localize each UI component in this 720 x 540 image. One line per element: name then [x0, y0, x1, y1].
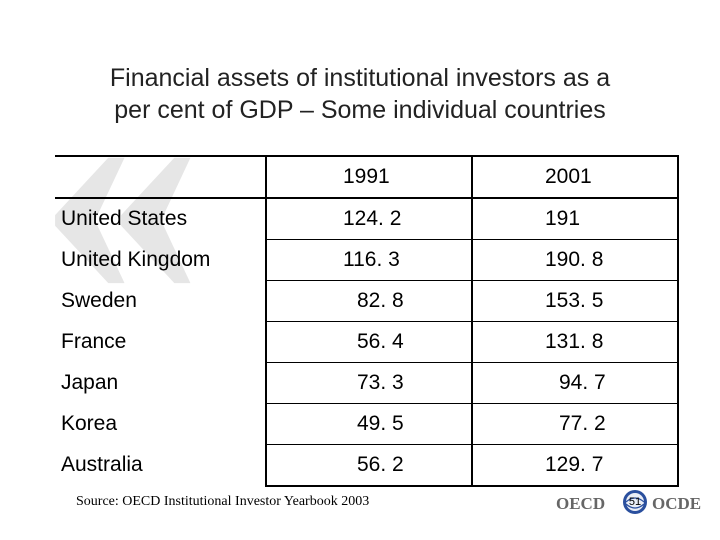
value-2001-cell: 129. 7 — [471, 444, 679, 487]
value-1991-cell: 73. 3 — [265, 362, 473, 404]
table-row: Sweden 82. 8 153. 5 — [55, 280, 679, 322]
value-1991: 124. 2 — [343, 207, 402, 230]
header-2001-label: 2001 — [545, 165, 592, 188]
value-1991-cell: 56. 2 — [265, 444, 473, 487]
value-2001-cell: 77. 2 — [471, 403, 679, 445]
country-cell: United Kingdom — [61, 248, 211, 271]
logo-text-right: OCDE — [652, 494, 702, 513]
value-1991-cell: 124. 2 — [265, 197, 473, 240]
country-cell: France — [61, 330, 127, 353]
header-2001: 2001 — [471, 155, 679, 199]
value-2001: 191 — [545, 207, 581, 230]
value-1991: 116. 3 — [343, 248, 400, 271]
value-2001: 131. 8 — [545, 330, 604, 353]
country-cell: Japan — [61, 371, 119, 394]
value-1991: 49. 5 — [357, 412, 404, 435]
value-1991-cell: 82. 8 — [265, 280, 473, 322]
oecd-logo: OECD 51 OCDE — [556, 486, 706, 520]
source-note: Source: OECD Institutional Investor Year… — [76, 494, 370, 509]
slide-title: Financial assets of institutional invest… — [0, 62, 720, 126]
value-1991: 82. 8 — [357, 289, 404, 312]
value-1991: 56. 2 — [357, 453, 404, 476]
title-line-1: Financial assets of institutional invest… — [109, 64, 611, 92]
value-1991-cell: 56. 4 — [265, 321, 473, 363]
value-2001-cell: 153. 5 — [471, 280, 679, 322]
value-1991-cell: 49. 5 — [265, 403, 473, 445]
value-2001-cell: 94. 7 — [471, 362, 679, 404]
table-row: France 56. 4 131. 8 — [55, 321, 679, 363]
assets-table: 1991 2001 United States 124. 2 191 Unite… — [55, 155, 679, 487]
header-1991-label: 1991 — [343, 165, 390, 188]
table-row: Australia 56. 2 129. 7 — [55, 444, 679, 487]
value-2001-cell: 131. 8 — [471, 321, 679, 363]
country-cell: United States — [61, 207, 188, 231]
value-2001: 94. 7 — [559, 371, 606, 394]
table-row: Korea 49. 5 77. 2 — [55, 403, 679, 445]
value-1991-cell: 116. 3 — [265, 239, 473, 281]
value-2001-cell: 190. 8 — [471, 239, 679, 281]
table-row: United States 124. 2 191 — [55, 197, 679, 240]
country-cell: Sweden — [61, 289, 137, 312]
header-1991: 1991 — [265, 155, 473, 199]
title-line-2: per cent of GDP – Some individual countr… — [114, 96, 606, 124]
table-row: Japan 73. 3 94. 7 — [55, 362, 679, 404]
value-2001: 77. 2 — [559, 412, 606, 435]
value-2001: 190. 8 — [545, 248, 604, 271]
header-country — [55, 155, 266, 199]
value-2001: 153. 5 — [545, 289, 604, 312]
globe-icon — [623, 490, 647, 514]
value-2001-cell: 191 — [471, 197, 679, 240]
country-cell: Australia — [61, 453, 143, 477]
table-header-row: 1991 2001 — [55, 155, 679, 199]
value-2001: 129. 7 — [545, 453, 604, 476]
table-row: United Kingdom 116. 3 190. 8 — [55, 239, 679, 281]
country-cell: Korea — [61, 412, 118, 435]
page-number: 51 — [628, 496, 642, 508]
logo-text-left: OECD — [556, 494, 606, 513]
value-1991: 73. 3 — [357, 371, 404, 394]
value-1991: 56. 4 — [357, 330, 404, 353]
